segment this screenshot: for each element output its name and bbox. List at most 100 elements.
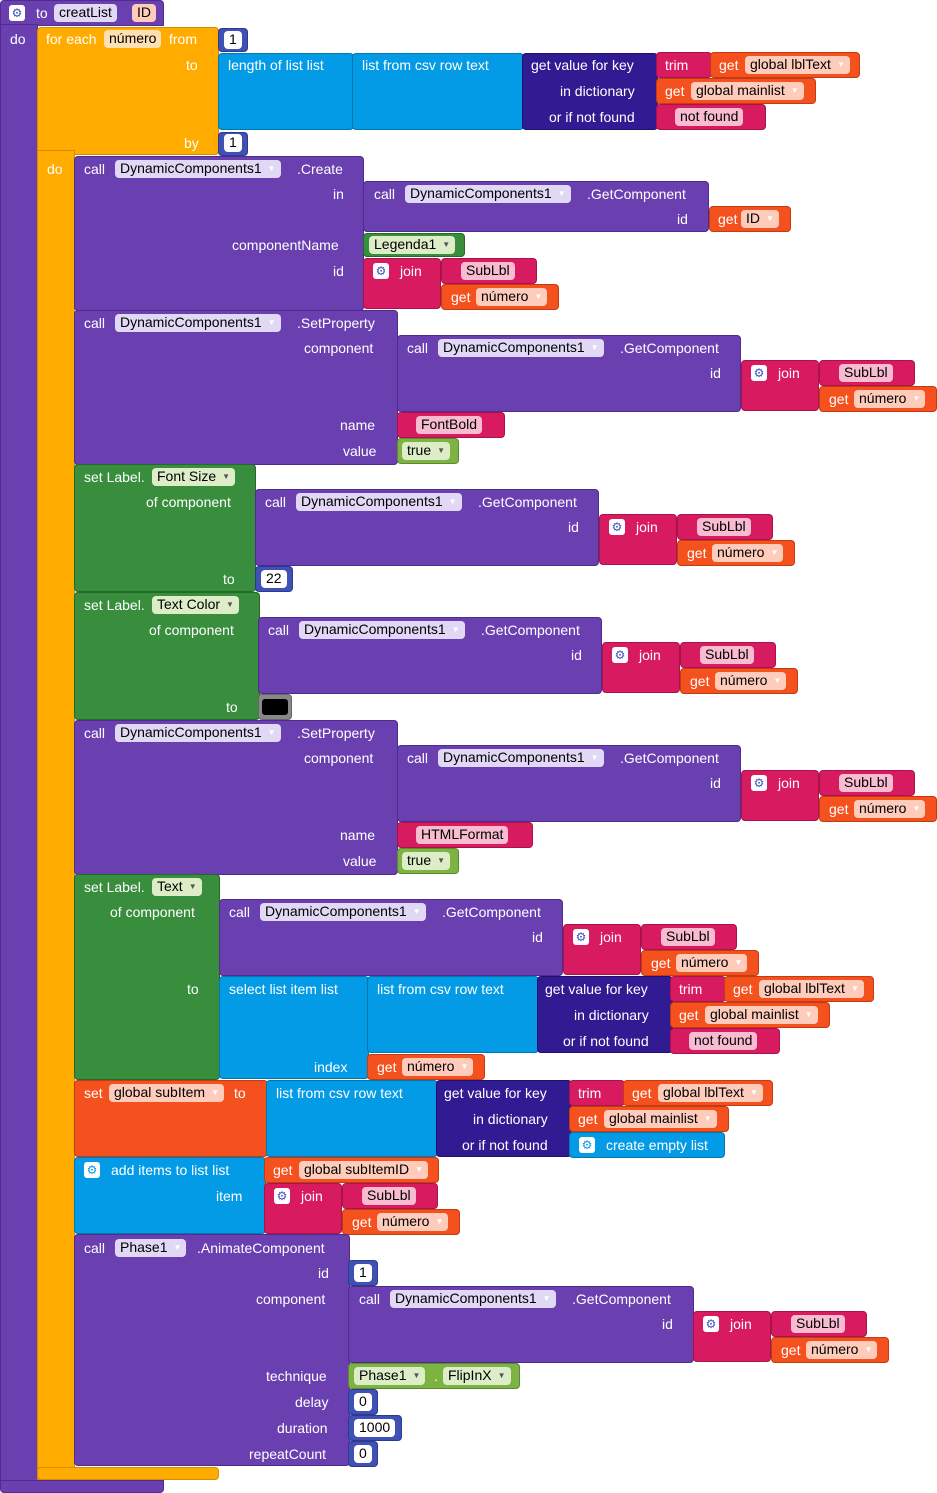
numero-variable[interactable]: número ▼ <box>806 1341 878 1359</box>
numero-variable[interactable]: número ▼ <box>715 672 787 690</box>
dynamic-components-dropdown[interactable]: DynamicComponents1 ▼ <box>115 160 281 178</box>
loop-variable[interactable]: número <box>104 30 162 48</box>
procedure-name[interactable]: creatList <box>54 4 117 22</box>
true-dropdown[interactable]: true ▼ <box>402 442 451 460</box>
black-color-swatch[interactable] <box>262 699 288 715</box>
true-dropdown[interactable]: true ▼ <box>402 852 451 870</box>
gear-icon[interactable]: ⚙ <box>609 519 625 535</box>
fontbold-string[interactable]: FontBold <box>416 416 483 434</box>
lbltext-variable[interactable]: global lblText ▼ <box>658 1084 763 1102</box>
technique-phase-dropdown[interactable]: Phase1 ▼ <box>354 1367 426 1385</box>
set-property-htmlformat-block[interactable] <box>74 720 398 875</box>
dict-lookup-block[interactable] <box>522 53 658 130</box>
gear-icon[interactable]: ⚙ <box>751 365 767 381</box>
to-label: to <box>226 699 238 715</box>
dynamic-components-dropdown[interactable]: DynamicComponents1 ▼ <box>405 185 571 203</box>
trim-block[interactable] <box>569 1080 625 1106</box>
gear-icon[interactable]: ⚙ <box>703 1316 719 1332</box>
dict-lookup-block[interactable] <box>436 1080 572 1157</box>
dynamic-components-dropdown[interactable]: DynamicComponents1 ▼ <box>438 749 604 767</box>
numero-variable[interactable]: número ▼ <box>854 800 926 818</box>
legenda-dropdown[interactable]: Legenda1 ▼ <box>369 236 456 254</box>
not-found-string[interactable]: not found <box>675 108 744 126</box>
csv-row-block[interactable] <box>352 53 524 130</box>
lbltext-variable[interactable]: global lblText ▼ <box>759 980 864 998</box>
phase-dropdown[interactable]: Phase1 ▼ <box>115 1239 187 1257</box>
font-size-number[interactable]: 22 <box>261 570 287 588</box>
mainlist-variable[interactable]: global mainlist ▼ <box>691 82 804 100</box>
csv-row-block[interactable] <box>266 1080 438 1157</box>
dict-lookup-block[interactable] <box>537 976 673 1053</box>
numero-variable[interactable]: número ▼ <box>854 390 926 408</box>
delay-number[interactable]: 0 <box>354 1393 372 1411</box>
id-variable[interactable]: ID ▼ <box>741 210 779 228</box>
sublbl-string[interactable]: SubLbl <box>839 364 893 382</box>
id-label: id <box>568 519 579 535</box>
numero-variable[interactable]: número ▼ <box>377 1213 449 1231</box>
gear-icon[interactable]: ⚙ <box>612 647 628 663</box>
dynamic-components-dropdown[interactable]: DynamicComponents1 ▼ <box>299 621 465 639</box>
gear-icon[interactable]: ⚙ <box>84 1162 100 1178</box>
sublbl-string[interactable]: SubLbl <box>791 1315 845 1333</box>
htmlformat-string[interactable]: HTMLFormat <box>416 826 509 844</box>
gear-icon[interactable]: ⚙ <box>9 5 25 21</box>
gear-icon[interactable]: ⚙ <box>751 775 767 791</box>
sublbl-string[interactable]: SubLbl <box>362 1187 416 1205</box>
text-property-dropdown[interactable]: Text ▼ <box>152 878 202 896</box>
add-items-to-list-block[interactable] <box>74 1157 266 1234</box>
sublbl-string[interactable]: SubLbl <box>461 262 515 280</box>
trim-label: trim <box>665 57 689 73</box>
from-number[interactable]: 1 <box>224 31 242 49</box>
mainlist-variable[interactable]: global mainlist ▼ <box>604 1110 717 1128</box>
component-label: component <box>304 750 374 766</box>
dynamic-components-dropdown[interactable]: DynamicComponents1 ▼ <box>115 724 281 742</box>
dynamic-components-dropdown[interactable]: DynamicComponents1 ▼ <box>390 1290 556 1308</box>
duration-number[interactable]: 1000 <box>354 1419 396 1437</box>
subitem-variable[interactable]: global subItem ▼ <box>109 1084 224 1102</box>
csv-row-label: list from csv row text <box>377 981 504 997</box>
dynamic-components-dropdown[interactable]: DynamicComponents1 ▼ <box>438 339 604 357</box>
numero-variable[interactable]: número ▼ <box>402 1058 474 1076</box>
gear-icon[interactable]: ⚙ <box>373 263 389 279</box>
dynamic-components-dropdown[interactable]: DynamicComponents1 ▼ <box>260 903 426 921</box>
gear-icon[interactable]: ⚙ <box>573 929 589 945</box>
create-empty-list-block[interactable] <box>569 1132 725 1158</box>
length-of-list-block[interactable] <box>218 53 354 130</box>
dynamic-components-dropdown[interactable]: DynamicComponents1 ▼ <box>115 314 281 332</box>
sublbl-string[interactable]: SubLbl <box>697 518 751 536</box>
get-value-for-key-label: get value for key <box>545 981 648 997</box>
text-color-dropdown[interactable]: Text Color ▼ <box>152 596 239 614</box>
lbltext-variable[interactable]: global lblText ▼ <box>745 56 850 74</box>
mainlist-variable[interactable]: global mainlist ▼ <box>705 1006 818 1024</box>
for-each-loop-block[interactable] <box>37 27 219 155</box>
gear-icon[interactable]: ⚙ <box>579 1137 595 1153</box>
get-label: get <box>781 1342 801 1358</box>
animate-component-block[interactable] <box>74 1234 350 1466</box>
call-label: call <box>374 186 396 202</box>
dynamic-components-dropdown[interactable]: DynamicComponents1 ▼ <box>296 493 462 511</box>
sublbl-string[interactable]: SubLbl <box>700 646 754 664</box>
numero-variable[interactable]: número ▼ <box>712 544 784 562</box>
by-number[interactable]: 1 <box>224 134 242 152</box>
repeat-count-label: repeatCount <box>249 1446 327 1462</box>
not-found-string[interactable]: not found <box>689 1032 758 1050</box>
in-dictionary-label: in dictionary <box>473 1111 548 1127</box>
technique-flip-dropdown[interactable]: FlipInX ▼ <box>443 1367 511 1385</box>
procedure-param[interactable]: ID <box>132 4 156 22</box>
join-block[interactable] <box>602 642 680 693</box>
sublbl-string[interactable]: SubLbl <box>661 928 715 946</box>
gear-icon[interactable]: ⚙ <box>274 1188 290 1204</box>
sublbl-string[interactable]: SubLbl <box>839 774 893 792</box>
select-list-item-block[interactable] <box>219 976 369 1079</box>
set-property-fontbold-block[interactable] <box>74 310 398 465</box>
csv-row-block[interactable] <box>367 976 539 1053</box>
numero-variable[interactable]: número ▼ <box>476 288 548 306</box>
anim-id-number[interactable]: 1 <box>354 1264 372 1282</box>
trim-block[interactable] <box>656 52 712 78</box>
create-call-block[interactable] <box>74 156 364 311</box>
font-size-dropdown[interactable]: Font Size ▼ <box>152 468 236 486</box>
repeat-number[interactable]: 0 <box>354 1445 372 1463</box>
create-empty-list-label: create empty list <box>606 1137 708 1153</box>
subitemid-variable[interactable]: global subItemID ▼ <box>299 1161 428 1179</box>
numero-variable[interactable]: número ▼ <box>676 954 748 972</box>
